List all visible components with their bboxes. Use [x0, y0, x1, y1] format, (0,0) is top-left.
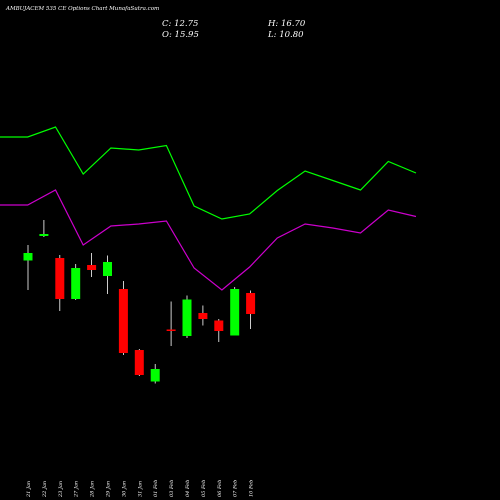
x-axis-ticks: 21 Jan 22 Jan 23 Jan 27 Jan 28 Jan 29 Jan 30 J…	[26, 480, 255, 498]
indicator-line-2	[0, 189, 417, 291]
x-tick-label: 30 Jan	[121, 481, 127, 497]
candle-body	[246, 293, 256, 314]
candle-24-jan	[71, 264, 81, 300]
candle-body	[214, 320, 224, 331]
x-tick-label: 10 Feb	[249, 480, 255, 497]
candle-body	[71, 268, 81, 299]
candle-body	[182, 299, 192, 336]
x-tick-label: 01 Feb	[153, 480, 159, 497]
candle-21-jan	[23, 245, 33, 290]
x-tick-label: 06 Feb	[217, 480, 223, 497]
candle-body	[166, 329, 176, 331]
candle-body	[118, 289, 128, 353]
close-readout: C: 12.75	[162, 19, 198, 29]
candle-30-jan	[134, 349, 144, 376]
candle-body	[150, 369, 160, 382]
open-readout: O: 15.95	[162, 30, 199, 40]
candle-body	[230, 289, 240, 336]
x-tick-label: 29 Jan	[106, 481, 112, 498]
candle-29-jan	[118, 281, 128, 355]
candle-body	[23, 253, 33, 261]
candle-04-feb	[198, 305, 208, 326]
candle-03-feb	[182, 295, 192, 338]
x-tick-label: 22 Jan	[42, 481, 48, 498]
candle-27-jan	[87, 253, 97, 277]
candle-body	[198, 313, 208, 319]
x-tick-label: 03 Feb	[169, 480, 175, 497]
candle-01-feb	[166, 301, 176, 346]
candle-06-feb	[230, 287, 240, 336]
candle-28-jan	[103, 255, 112, 294]
candle-05-feb	[214, 319, 224, 342]
indicator-lines	[0, 126, 417, 291]
candle-body	[39, 234, 49, 236]
x-tick-label: 04 Feb	[185, 480, 191, 497]
x-tick-label: 28 Jan	[90, 481, 96, 498]
candle-body	[55, 258, 65, 299]
candle-body	[103, 262, 112, 276]
x-tick-label: 21 Jan	[26, 481, 32, 498]
x-tick-label: 27 Jan	[74, 481, 80, 498]
candle-31-jan	[150, 364, 160, 384]
x-tick-label: 31 Jan	[137, 481, 143, 497]
chart-title: AMBUJACEM 535 CE Options Chart MunafaSut…	[5, 6, 159, 12]
high-readout: H: 16.70	[267, 19, 306, 29]
x-tick-label: 23 Jan	[58, 481, 64, 498]
candle-23-jan	[55, 255, 65, 311]
x-tick-label: 05 Feb	[201, 480, 207, 497]
indicator-line-1	[0, 126, 417, 220]
x-tick-label: 07 Feb	[233, 480, 239, 497]
candle-22-jan	[39, 220, 49, 237]
candle-body	[87, 265, 97, 270]
low-readout: L: 10.80	[267, 30, 304, 40]
candle-07-feb	[246, 290, 256, 329]
candle-body	[134, 350, 144, 375]
candles	[23, 220, 256, 384]
